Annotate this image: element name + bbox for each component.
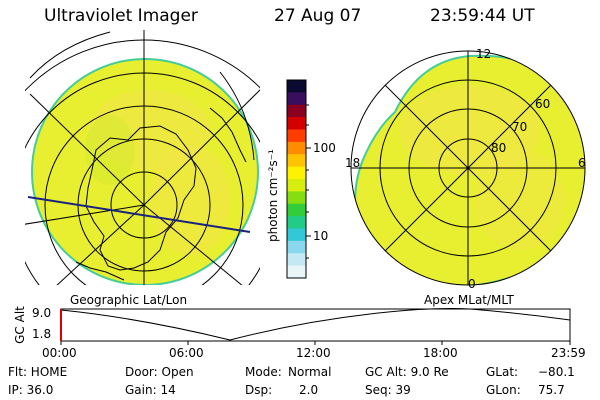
colorbar-segment — [287, 92, 306, 106]
colorbar-segment — [287, 253, 306, 267]
colorbar-segment — [287, 179, 306, 192]
status-dsp-value: 2.0 — [299, 383, 319, 397]
status-flt: Flt: HOME — [8, 365, 68, 379]
colorbar-segment — [287, 154, 306, 168]
colorbar-segment — [287, 80, 306, 93]
status-glon-label: GLon: — [486, 383, 521, 397]
mlat-label-80: 80 — [491, 141, 507, 155]
colorbar-segment — [287, 191, 306, 205]
status-dsp-label: Dsp: — [245, 383, 273, 397]
status-mode-label: Mode: — [245, 365, 282, 379]
colorbar-segment — [287, 166, 306, 180]
altitude-timeline — [60, 308, 571, 345]
left-panel-caption: Geographic Lat/Lon — [70, 293, 188, 307]
timeline-xtick: 18:00 — [423, 346, 458, 360]
status-gcalt: GC Alt: 9.0 Re — [365, 365, 449, 379]
status-glat-value: −80.1 — [538, 365, 575, 379]
colorbar-segment — [287, 117, 306, 131]
status-door: Door: Open — [125, 365, 194, 379]
timeline-xtick: 23:59 — [551, 346, 586, 360]
colorbar — [287, 80, 306, 279]
timeline-xtick: 12:00 — [296, 346, 331, 360]
colorbar-segment — [287, 216, 306, 230]
header-date: 27 Aug 07 — [274, 6, 362, 26]
colorbar-tick-100: 100 — [313, 141, 336, 155]
status-mode-value: Normal — [288, 365, 332, 379]
status-ip: IP: 36.0 — [8, 383, 54, 397]
mlt-label-18: 18 — [345, 156, 361, 170]
header-time: 23:59:44 UT — [430, 6, 535, 26]
status-glon-value: 75.7 — [538, 383, 565, 397]
mlt-label-6: 6 — [578, 156, 586, 170]
mlat-label-70: 70 — [512, 120, 528, 134]
colorbar-segment — [287, 228, 306, 242]
status-seq: Seq: 39 — [365, 383, 411, 397]
colorbar-segment — [287, 104, 306, 118]
geographic-image — [25, 30, 260, 285]
app-title: Ultraviolet Imager — [44, 6, 198, 26]
timeline-ytick-max: 9.0 — [32, 306, 52, 320]
timeline-xtick: 06:00 — [169, 346, 204, 360]
colorbar-segment — [287, 203, 306, 217]
colorbar-segment — [287, 141, 306, 155]
colorbar-tick-10: 10 — [313, 229, 329, 243]
antarctica-coastline — [85, 125, 197, 271]
colorbar-segment — [287, 240, 306, 254]
terminator-line — [27, 196, 251, 233]
timeline-xtick: 00:00 — [42, 346, 77, 360]
timeline-ytick-min: 1.8 — [32, 327, 52, 341]
mlt-label-0: 0 — [468, 277, 476, 291]
status-gain: Gain: 14 — [125, 383, 176, 397]
timeline-axis-label: GC Alt — [13, 306, 27, 344]
colorbar-unit-label: photon cm⁻²s⁻¹ — [266, 149, 280, 242]
right-panel-caption: Apex MLat/MLT — [424, 293, 514, 307]
status-glat-label: GLat: — [486, 365, 519, 379]
colorbar-segment — [287, 265, 306, 279]
colorbar-segment — [287, 129, 306, 143]
mlat-label-60: 60 — [535, 97, 551, 111]
mlt-label-12: 12 — [476, 47, 492, 61]
